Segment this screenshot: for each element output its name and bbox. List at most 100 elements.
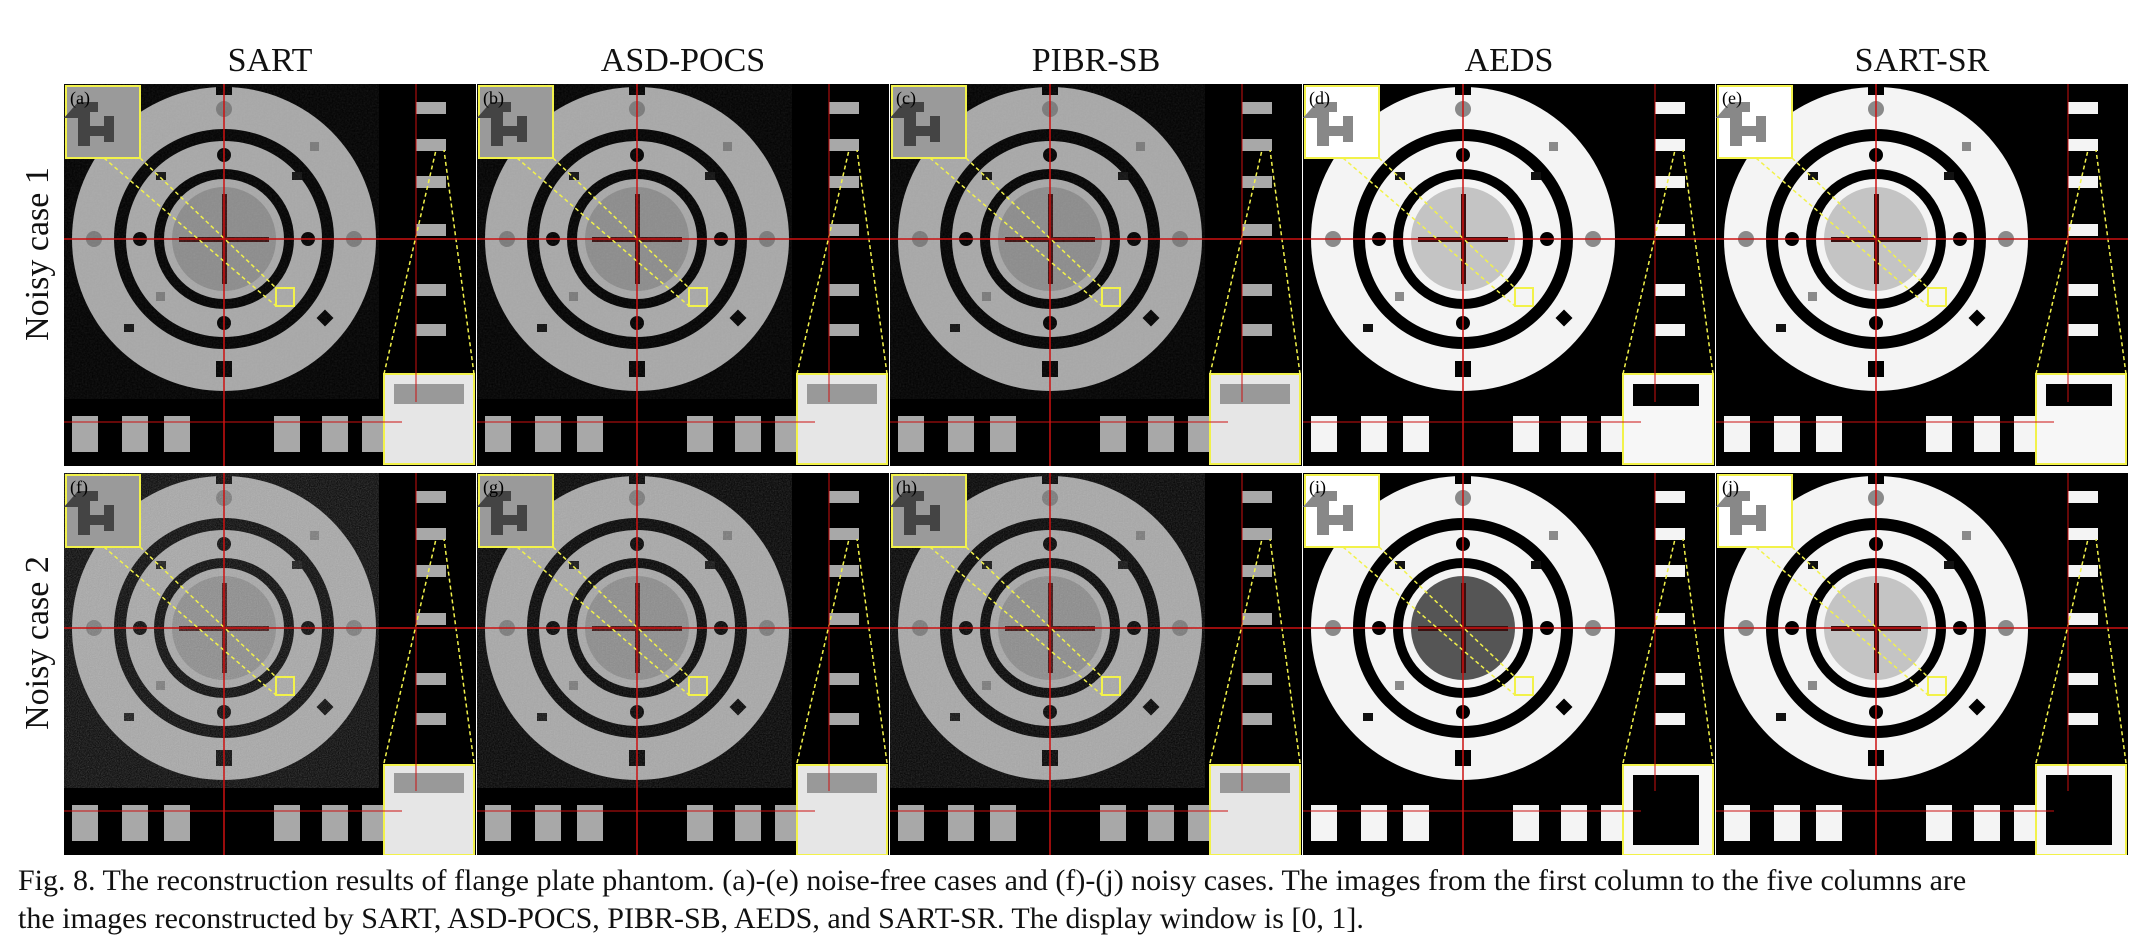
profile-block — [122, 805, 148, 841]
h-mark — [1395, 561, 1405, 569]
zoom-inset-shape — [1303, 102, 1353, 146]
profile-strip-bottom — [64, 791, 402, 855]
profile-block — [164, 805, 190, 841]
profile-block — [322, 416, 348, 452]
caption-line-1: Fig. 8. The reconstruction results of fl… — [18, 864, 1967, 897]
profile-strip-bottom — [1303, 402, 1641, 466]
profile-zoom-bar — [1633, 384, 1699, 406]
profile-guide — [1269, 538, 1301, 764]
zoom-guide — [103, 157, 277, 307]
zoom-inset-shape — [1716, 491, 1766, 535]
profile-block — [1974, 416, 2000, 452]
profile-zoom-bar — [1220, 384, 1290, 404]
profile-block — [1774, 805, 1800, 841]
panel-3-1: (c) — [890, 84, 1302, 466]
zoom-guide — [552, 157, 690, 289]
profile-guide — [1269, 149, 1301, 375]
small-square — [1808, 292, 1817, 301]
profile-strip-bottom — [477, 791, 815, 855]
profile-block — [1655, 613, 1685, 625]
small-square — [1395, 681, 1404, 690]
profile-block — [948, 416, 974, 452]
panel-tag: (j) — [1722, 477, 1739, 498]
profile-guide — [1682, 538, 1714, 764]
profile-block — [2068, 565, 2098, 577]
profile-block — [2068, 139, 2098, 151]
profile-block — [1242, 613, 1272, 625]
profile-block — [1816, 416, 1842, 452]
profile-block — [416, 102, 446, 114]
profile-guide — [443, 538, 475, 764]
h-mark — [1531, 561, 1541, 569]
profile-block — [416, 224, 446, 236]
profile-block — [1655, 491, 1685, 503]
zoom-inset-shape — [1716, 102, 1766, 146]
h-mark — [1531, 172, 1541, 180]
profile-block — [577, 416, 603, 452]
profile-block — [1724, 416, 1750, 452]
profile-block — [2068, 713, 2098, 725]
profile-guide — [856, 149, 888, 375]
zoom-box — [1101, 287, 1121, 307]
profile-block — [1242, 102, 1272, 114]
profile-block — [1242, 139, 1272, 151]
profile-block — [2068, 224, 2098, 236]
h-mark — [1395, 172, 1405, 180]
column-header-sart: SART — [227, 42, 313, 79]
profile-block — [1361, 805, 1387, 841]
profile-block — [2068, 324, 2098, 336]
panel-5-2: (j) — [1716, 473, 2128, 855]
profile-block — [416, 565, 446, 577]
profile-block — [164, 416, 190, 452]
profile-block — [1242, 528, 1272, 540]
panel-tag: (f) — [70, 477, 88, 498]
profile-block — [1242, 491, 1272, 503]
panel-tag: (e) — [1722, 88, 1742, 109]
profile-block — [1100, 416, 1126, 452]
zoom-guide — [929, 157, 1103, 307]
column-header-sart-sr: SART-SR — [1854, 42, 1990, 79]
profile-block — [1242, 176, 1272, 188]
diamond-hole — [1555, 698, 1573, 716]
profile-guide — [443, 149, 475, 375]
profile-block — [829, 224, 859, 236]
panel-1-2: (f) — [64, 473, 476, 855]
zoom-inset-shape — [890, 102, 940, 146]
column-header-pibr-sb: PIBR-SB — [1031, 42, 1161, 79]
panel-1-1: (a) — [64, 84, 476, 466]
profile-block — [829, 528, 859, 540]
profile-block — [1242, 224, 1272, 236]
profile-zoom-bar — [394, 773, 464, 793]
zoom-guide — [1791, 157, 1929, 289]
profile-guide — [383, 149, 437, 375]
profile-block — [577, 805, 603, 841]
zoom-guide — [139, 546, 277, 678]
zoom-inset-shape — [890, 491, 940, 535]
zoom-box — [1927, 676, 1947, 696]
profile-block — [416, 284, 446, 296]
profile-block — [829, 324, 859, 336]
profile-block — [829, 139, 859, 151]
profile-block — [898, 416, 924, 452]
h-mark — [1944, 172, 1954, 180]
profile-block — [829, 673, 859, 685]
profile-block — [1403, 805, 1429, 841]
phantom-image: (e) — [1716, 84, 2128, 466]
profile-block — [1242, 284, 1272, 296]
panel-4-1: (d) — [1303, 84, 1715, 466]
profile-block — [687, 416, 713, 452]
column-header-aeds: AEDS — [1464, 42, 1554, 79]
panel-5-1: (e) — [1716, 84, 2128, 466]
profile-block — [829, 613, 859, 625]
h-mark — [1363, 713, 1373, 721]
profile-block — [274, 805, 300, 841]
panel-tag: (d) — [1309, 88, 1330, 109]
phantom-image: (d) — [1303, 84, 1715, 466]
profile-block — [829, 176, 859, 188]
profile-block — [829, 284, 859, 296]
zoom-box — [1927, 287, 1947, 307]
h-mark — [1944, 561, 1954, 569]
phantom-image: (f) — [64, 473, 476, 855]
panel-tag: (h) — [896, 477, 917, 498]
profile-block — [2068, 176, 2098, 188]
